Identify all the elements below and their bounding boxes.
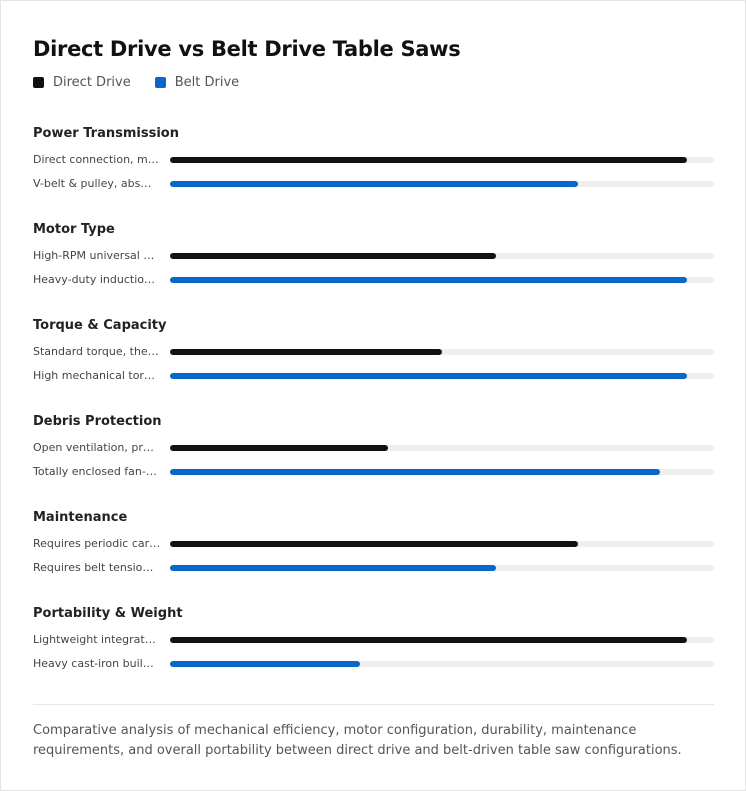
row-label: Direct connection, m… (33, 153, 159, 166)
bar (170, 253, 497, 259)
bar (170, 565, 497, 571)
group-title: Torque & Capacity (33, 318, 167, 333)
bar (170, 157, 687, 163)
bar (170, 661, 361, 667)
legend-swatch (154, 77, 166, 88)
row-label: V-belt & pulley, abs… (33, 177, 152, 190)
legend-label: Belt Drive (174, 75, 240, 90)
bar (170, 445, 388, 451)
chart-title: Direct Drive vs Belt Drive Table Saws (33, 37, 461, 61)
divider (33, 704, 714, 705)
legend-label: Direct Drive (53, 75, 131, 90)
row-label: High-RPM universal … (33, 249, 155, 262)
bar (170, 541, 578, 547)
bar-track (170, 661, 714, 667)
group-title: Debris Protection (33, 414, 162, 429)
bar (170, 637, 687, 643)
row-label: Totally enclosed fan-… (33, 465, 157, 478)
row-label: Heavy cast-iron buil… (33, 657, 154, 670)
group-title: Maintenance (33, 510, 128, 525)
bar (170, 349, 442, 355)
bar (170, 373, 687, 379)
group-title: Portability & Weight (33, 606, 183, 621)
row-label: Requires periodic car… (33, 537, 161, 550)
row-label: Open ventilation, pr… (33, 441, 154, 454)
bar (170, 469, 660, 475)
bar (170, 181, 578, 187)
bar (170, 277, 687, 283)
row-label: High mechanical tor… (33, 369, 155, 382)
bar-track (170, 445, 714, 451)
caption: Comparative analysis of mechanical effic… (33, 723, 682, 758)
bar-track (170, 349, 714, 355)
legend-swatch (33, 77, 44, 88)
row-label: Heavy-duty inductio… (33, 273, 155, 286)
row-label: Lightweight integrat… (33, 633, 156, 646)
row-label: Requires belt tensio… (33, 561, 154, 574)
row-label: Standard torque, the… (33, 345, 159, 358)
group-title: Motor Type (33, 222, 115, 237)
group-title: Power Transmission (33, 126, 179, 141)
